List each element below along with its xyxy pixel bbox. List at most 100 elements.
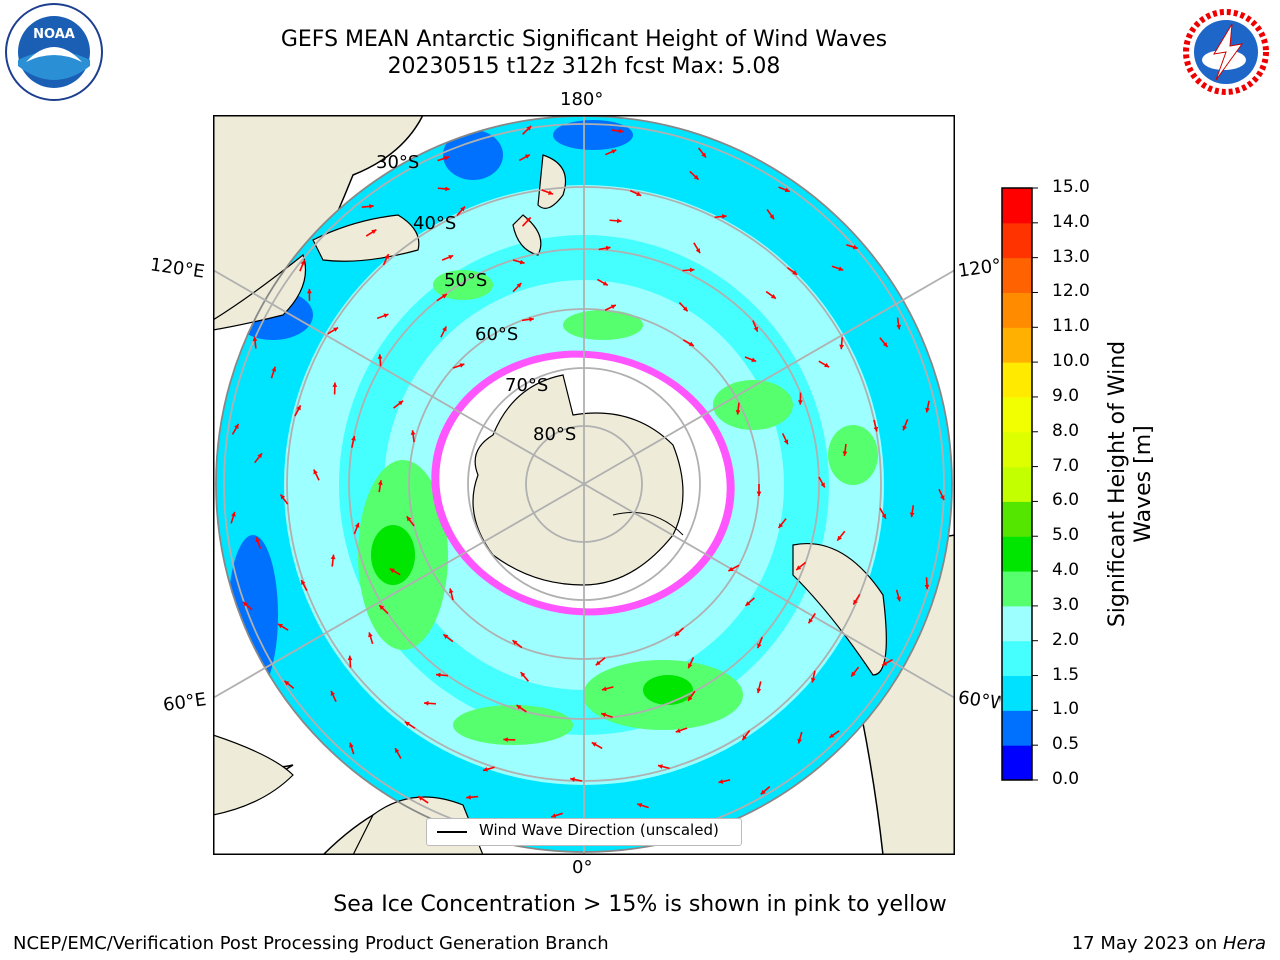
colorbar-segment xyxy=(1002,745,1032,781)
wind-arrow-head xyxy=(753,326,759,332)
colorbar-tick-label: 1.0 xyxy=(1052,699,1080,720)
wind-arrow-head xyxy=(551,813,557,818)
colorbar xyxy=(1001,187,1038,781)
lat-label-60s: 60°S xyxy=(475,324,519,345)
wind-arrow-head xyxy=(675,728,681,733)
wind-arrow-head xyxy=(398,400,404,406)
wind-arrow-head xyxy=(406,516,412,522)
title-line-2: 20230515 t12z 312h fcst Max: 5.08 xyxy=(387,54,781,79)
map-legend: Wind Wave Direction (unscaled) xyxy=(426,818,742,846)
wind-arrow-head xyxy=(548,190,554,195)
wind-arrow-head xyxy=(728,566,734,572)
wind-arrow-head xyxy=(231,511,236,517)
wind-arrow-head xyxy=(605,245,611,251)
wind-arrow-head xyxy=(616,218,622,224)
wind-arrow-head xyxy=(797,738,803,744)
wind-arrow-head xyxy=(330,690,336,696)
wind-arrow-head xyxy=(695,248,701,254)
wind-arrow-head xyxy=(873,426,879,432)
lat-label-40s: 40°S xyxy=(413,213,457,234)
wind-arrow-head xyxy=(687,696,693,701)
wind-arrow-head xyxy=(820,482,825,488)
colorbar-segment xyxy=(1002,362,1032,398)
wind-arrow-head xyxy=(516,705,522,710)
wind-arrow-head xyxy=(601,686,607,692)
wind-arrow-head xyxy=(611,149,617,154)
wind-arrow-head xyxy=(595,660,601,666)
colorbar-segment xyxy=(1002,327,1032,363)
wind-arrow-head xyxy=(255,537,261,543)
lon-label-180: 180° xyxy=(560,89,604,110)
colorbar-tick-label: 5.0 xyxy=(1052,525,1080,546)
wind-arrow-head xyxy=(503,737,508,743)
wind-arrow-head xyxy=(349,742,354,748)
wind-arrow-head xyxy=(824,362,830,368)
colorbar-label-text: Significant Height of Wind Waves [m] xyxy=(1105,340,1156,628)
lon-label-60e: 60°E xyxy=(161,689,208,716)
colorbar-segment xyxy=(1002,536,1032,572)
colorbar-tick-label: 1.5 xyxy=(1052,664,1080,685)
wind-arrow-head xyxy=(524,154,530,159)
wind-arrow-head xyxy=(784,187,790,193)
wind-arrow-head xyxy=(332,382,338,387)
wind-arrow-head xyxy=(418,796,424,801)
wind-arrow-head xyxy=(688,341,694,346)
polar-map xyxy=(213,115,955,855)
wind-arrow-head xyxy=(829,733,835,738)
wind-arrow-head xyxy=(570,777,575,782)
wind-arrow-head xyxy=(756,491,762,496)
wind-arrow-head xyxy=(379,605,385,610)
colorbar-segment xyxy=(1002,675,1032,711)
wind-arrow-head xyxy=(757,643,762,649)
colorbar-segment xyxy=(1002,501,1032,537)
wind-direction-arrows xyxy=(230,125,945,842)
wind-arrow-head xyxy=(721,214,727,219)
colorbar-tick-label: 2.0 xyxy=(1052,629,1080,650)
wind-arrow-head xyxy=(808,618,813,624)
wind-arrow-head xyxy=(277,623,283,629)
wind-arrow-head xyxy=(940,495,945,501)
wind-arrow-head xyxy=(796,565,802,570)
lat-label-30s: 30°S xyxy=(376,152,420,173)
footer-date-text: 17 May 2023 on xyxy=(1071,933,1223,954)
wind-arrow-head xyxy=(792,270,798,275)
wind-arrow-head xyxy=(243,601,248,607)
wind-arrow-head xyxy=(591,742,597,747)
wind-arrow-head xyxy=(384,254,389,260)
wind-arrow-head xyxy=(881,513,886,519)
wind-arrow-head xyxy=(693,174,699,180)
wind-arrow-head xyxy=(516,283,522,288)
wind-arrow-head xyxy=(601,712,607,718)
sea-ice-note: Sea Ice Concentration > 15% is shown in … xyxy=(333,892,947,917)
wind-arrow-head xyxy=(520,672,526,678)
wind-arrow-head xyxy=(377,480,383,485)
colorbar-tick-label: 6.0 xyxy=(1052,490,1080,511)
wind-arrow-head xyxy=(512,640,518,645)
wind-arrow-head xyxy=(441,294,447,299)
colorbar-segment xyxy=(1002,710,1032,746)
wind-arrow-head xyxy=(445,186,450,192)
colorbar-tick-label: 7.0 xyxy=(1052,455,1080,476)
colorbar-tick-label: 14.0 xyxy=(1052,211,1090,232)
wind-arrow-head xyxy=(783,439,789,445)
wind-arrow-head xyxy=(368,632,373,638)
wind-arrow-head xyxy=(442,326,447,332)
graticule xyxy=(213,115,955,855)
wind-arrow-head xyxy=(735,409,741,415)
wind-arrow-head xyxy=(760,789,766,795)
colorbar-segment xyxy=(1002,466,1032,502)
wind-arrow-head xyxy=(602,281,608,286)
wind-arrow-head xyxy=(307,288,312,294)
wind-arrow-head xyxy=(810,677,816,683)
wind-arrow-head xyxy=(410,430,416,435)
wind-arrow-head xyxy=(313,469,318,475)
colorbar-tick-label: 15.0 xyxy=(1052,177,1090,197)
footer-date: 17 May 2023 on Hera xyxy=(1072,933,1266,954)
wind-arrow-head xyxy=(896,324,902,330)
wind-arrow-head xyxy=(271,366,277,372)
wind-arrow-head xyxy=(257,453,263,459)
wind-arrow-head xyxy=(377,354,383,359)
colorbar-segment xyxy=(1002,292,1032,328)
wind-arrow-head xyxy=(853,599,858,605)
wind-arrow-head xyxy=(618,128,624,134)
